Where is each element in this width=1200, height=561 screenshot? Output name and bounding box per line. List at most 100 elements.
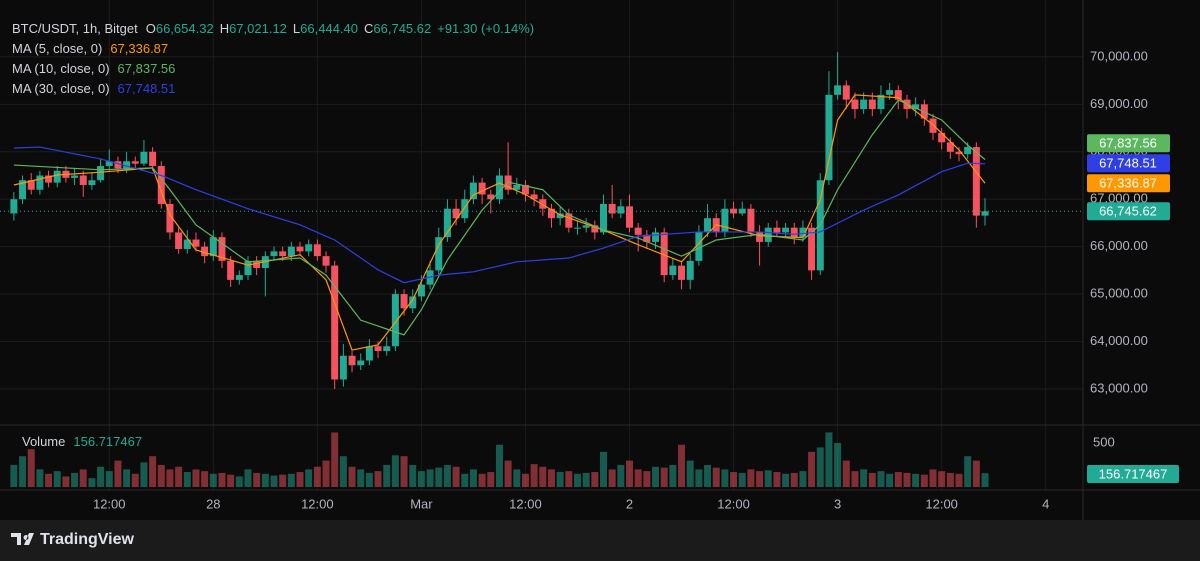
volume-bar — [296, 472, 304, 487]
candle-body — [313, 244, 321, 257]
volume-bar — [738, 472, 746, 487]
candle-body — [53, 170, 61, 183]
volume-bar — [53, 471, 61, 487]
candle-body — [825, 94, 833, 181]
candle-body — [851, 99, 859, 110]
volume-bar — [357, 469, 365, 487]
candle-body — [972, 147, 980, 216]
volume-bar — [469, 469, 477, 487]
candle-body — [409, 296, 417, 309]
volume-bar — [678, 444, 686, 487]
candle-body — [235, 275, 243, 280]
ohlc-key: H — [220, 21, 229, 36]
volume-bar — [166, 469, 174, 487]
candle-body — [660, 232, 668, 276]
volume-bar — [981, 473, 989, 487]
candle-body — [157, 166, 165, 204]
candle-body — [695, 232, 703, 261]
volume-bar — [452, 466, 460, 487]
candle-body — [764, 227, 772, 242]
volume-bar — [599, 451, 607, 487]
volume-bar — [686, 460, 694, 487]
candle-body — [582, 225, 590, 228]
candle-body — [686, 260, 694, 280]
volume-bar — [704, 465, 712, 487]
price-tag — [1087, 154, 1170, 173]
volume-bar — [331, 432, 339, 487]
candle-body — [36, 175, 44, 190]
volume-bar — [183, 472, 191, 487]
volume-bar — [192, 469, 200, 487]
volume-bar — [487, 472, 495, 487]
candle-body — [773, 227, 781, 233]
candle-body — [565, 213, 573, 228]
volume-bar — [912, 473, 920, 487]
volume-bar — [842, 460, 850, 487]
volume-value: 156.717467 — [73, 434, 142, 449]
change-value: +91.30 (+0.14%) — [437, 21, 534, 36]
candle-body — [478, 182, 486, 195]
price-tag — [1087, 134, 1170, 153]
volume-bar — [417, 471, 425, 487]
volume-bar — [365, 472, 373, 487]
volume-bar — [391, 455, 399, 487]
volume-bar — [868, 472, 876, 487]
volume-bar — [920, 474, 928, 487]
volume-bar — [157, 465, 165, 487]
volume-bar — [244, 469, 252, 487]
x-tick-label: 2 — [626, 496, 633, 511]
candle-body — [218, 237, 226, 261]
candle-body — [799, 227, 807, 238]
y-tick-label: 65,000.00 — [1090, 286, 1148, 301]
candle-body — [19, 180, 27, 200]
candle-body — [279, 251, 287, 257]
price-tag-label: 66,745.62 — [1099, 204, 1157, 219]
candle-body — [704, 218, 712, 233]
volume-bar — [860, 469, 868, 487]
candle-body — [331, 265, 339, 380]
volume-bar — [175, 466, 183, 487]
volume-bar — [313, 466, 321, 487]
volume-bar — [36, 469, 44, 487]
volume-bar — [123, 469, 131, 487]
volume-bar — [114, 460, 122, 487]
volume-bar — [374, 471, 382, 487]
candle-body — [244, 260, 252, 276]
x-tick-label: 28 — [206, 496, 220, 511]
candle-body — [738, 208, 746, 214]
candle-body — [97, 166, 105, 181]
candle-body — [140, 151, 148, 164]
candle-body — [105, 161, 113, 167]
candle-body — [721, 208, 729, 233]
y-tick-label: 69,000.00 — [1090, 96, 1148, 111]
candle-body — [547, 208, 555, 219]
candle-body — [88, 180, 96, 185]
volume-tag-label: 156.717467 — [1099, 466, 1168, 481]
volume-bar — [756, 471, 764, 487]
candle-body — [383, 346, 391, 352]
volume-bar — [834, 443, 842, 487]
volume-bar — [972, 460, 980, 487]
volume-bar — [626, 460, 634, 487]
volume-bar — [547, 469, 555, 487]
candle-body — [834, 85, 842, 95]
y-tick-label: 70,000.00 — [1090, 48, 1148, 63]
volume-bar — [608, 469, 616, 487]
volume-bar — [461, 473, 469, 487]
candle-body — [495, 175, 503, 200]
volume-bar — [617, 465, 625, 487]
x-tick-label: 4 — [1042, 496, 1049, 511]
price-tag-label: 67,336.87 — [1099, 176, 1157, 191]
volume-bar — [808, 451, 816, 487]
candle-body — [599, 203, 607, 233]
volume-bar — [478, 473, 486, 487]
volume-bar — [773, 472, 781, 487]
volume-bar — [322, 460, 330, 487]
volume-bar — [582, 472, 590, 487]
volume-bar — [218, 472, 226, 487]
legend-header: BTC/USDT, 1h, Bitget O66,654.32 H67,021.12… — [12, 21, 534, 36]
candle-body — [643, 234, 651, 242]
candle-body — [227, 260, 235, 280]
ohlc-value: 67,021.12 — [229, 21, 287, 36]
